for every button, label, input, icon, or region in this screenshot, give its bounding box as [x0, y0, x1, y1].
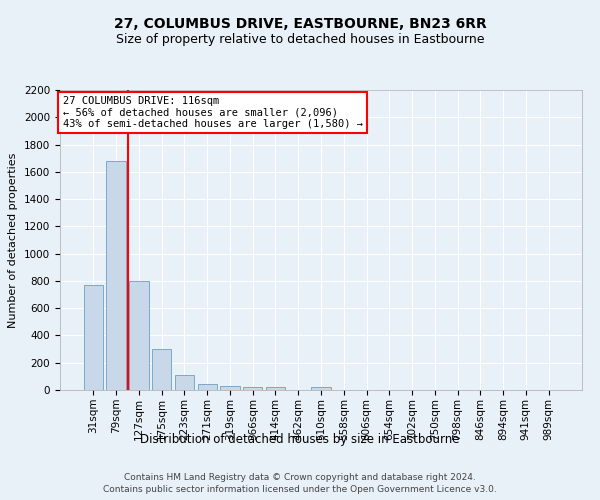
Text: 27 COLUMBUS DRIVE: 116sqm
← 56% of detached houses are smaller (2,096)
43% of se: 27 COLUMBUS DRIVE: 116sqm ← 56% of detac…: [62, 96, 362, 129]
Bar: [84, 285, 103, 390]
Bar: [311, 387, 331, 390]
Bar: [175, 375, 194, 390]
Text: Distribution of detached houses by size in Eastbourne: Distribution of detached houses by size …: [140, 432, 460, 446]
Bar: [197, 384, 217, 390]
Bar: [152, 349, 172, 390]
Bar: [243, 386, 262, 390]
Bar: [220, 386, 239, 390]
Text: Contains HM Land Registry data © Crown copyright and database right 2024.: Contains HM Land Registry data © Crown c…: [124, 472, 476, 482]
Bar: [129, 281, 149, 390]
Text: 27, COLUMBUS DRIVE, EASTBOURNE, BN23 6RR: 27, COLUMBUS DRIVE, EASTBOURNE, BN23 6RR: [113, 18, 487, 32]
Y-axis label: Number of detached properties: Number of detached properties: [8, 152, 19, 328]
Bar: [266, 387, 285, 390]
Text: Size of property relative to detached houses in Eastbourne: Size of property relative to detached ho…: [116, 32, 484, 46]
Bar: [106, 161, 126, 390]
Text: Contains public sector information licensed under the Open Government Licence v3: Contains public sector information licen…: [103, 485, 497, 494]
